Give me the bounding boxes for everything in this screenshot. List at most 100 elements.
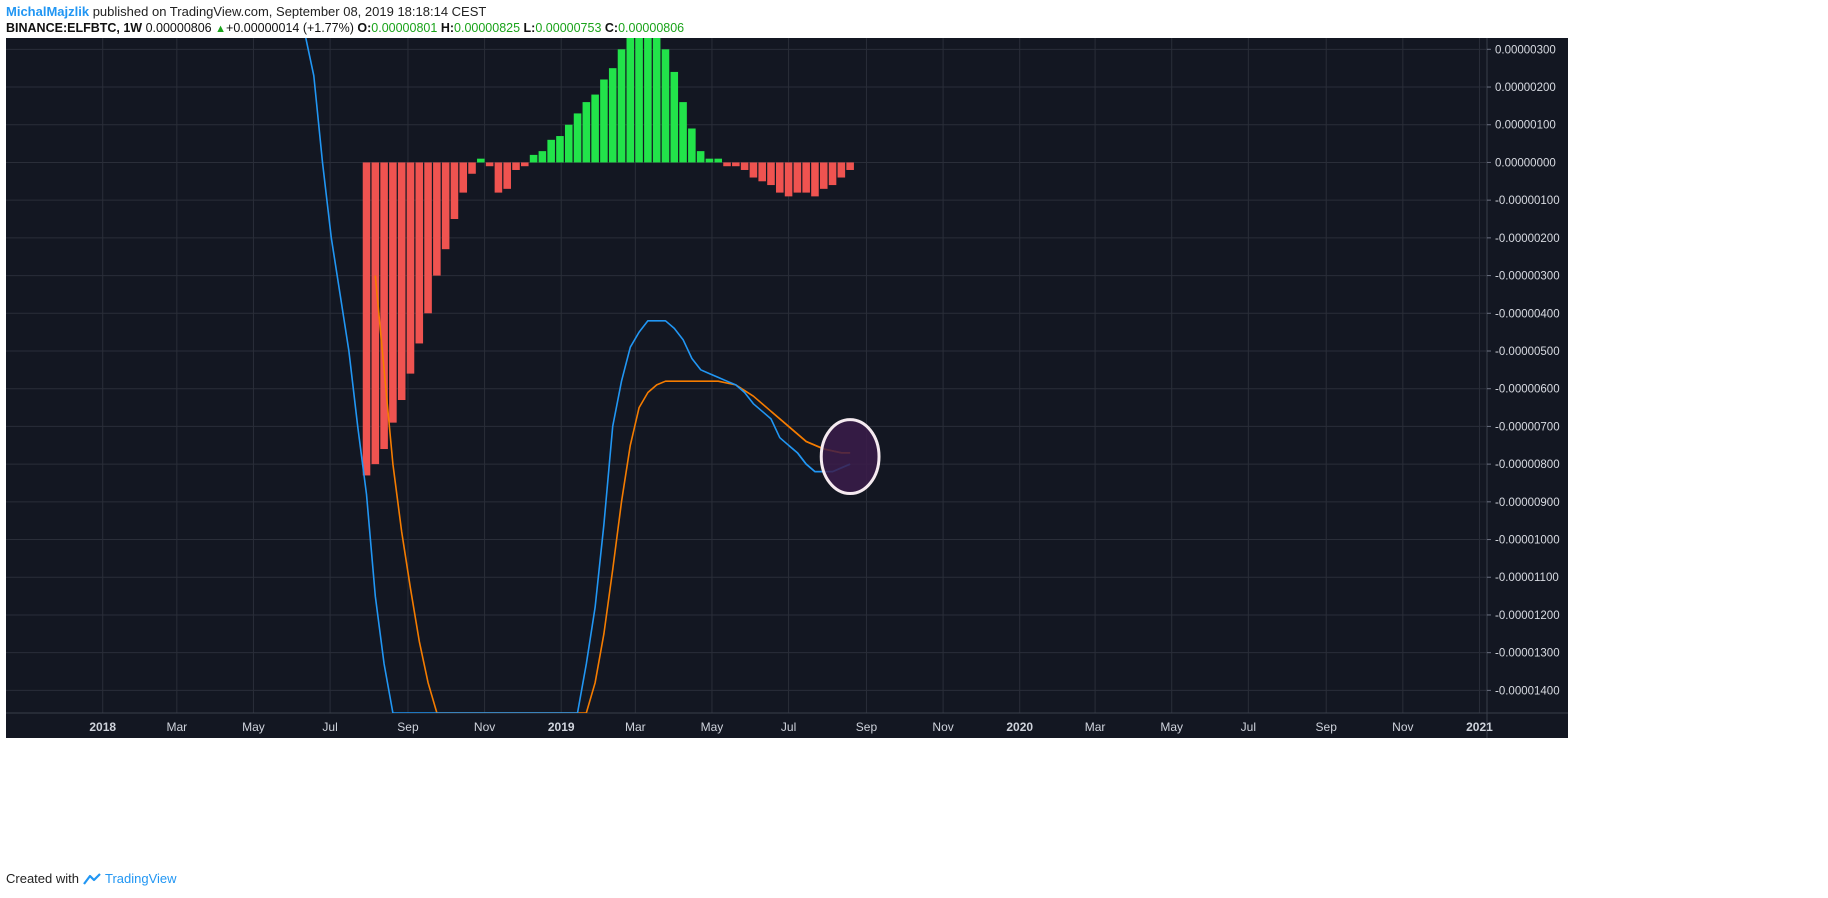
histogram-bar bbox=[758, 162, 766, 182]
symbol-legend: BINANCE:ELFBTC, 1W 0.00000806 ▲+0.000000… bbox=[6, 21, 684, 35]
price-axis-labels: 0.00000300 0.00000200 0.00000100 0.00000000… bbox=[1487, 44, 1560, 697]
histogram-bar bbox=[600, 79, 608, 163]
histogram-bar bbox=[652, 38, 661, 163]
price-axis-background[interactable] bbox=[1487, 38, 1568, 713]
last-price: 0.00000806 bbox=[145, 21, 212, 35]
price-axis-label: 0.00000200 bbox=[1495, 82, 1556, 94]
grid-lines bbox=[6, 38, 1568, 738]
highlight-annotation bbox=[819, 418, 881, 496]
close-label: C: bbox=[604, 21, 619, 35]
published-text: published on TradingView.com, September … bbox=[92, 4, 487, 19]
histogram-bar bbox=[749, 162, 758, 178]
price-axis-label: -0.00001300 bbox=[1495, 648, 1560, 660]
open-label: O: bbox=[357, 21, 372, 35]
high-value: 0.00000825 bbox=[454, 21, 521, 35]
histogram-bar bbox=[441, 162, 450, 250]
low-label: L: bbox=[523, 21, 536, 35]
highlight-ellipse bbox=[819, 418, 881, 496]
time-axis-label: Sep bbox=[397, 720, 419, 734]
footer: Created with TradingView bbox=[6, 871, 177, 886]
histogram-bar bbox=[626, 38, 635, 163]
time-axis-label: May bbox=[701, 720, 724, 734]
author-link[interactable]: MichalMajzlik bbox=[6, 4, 90, 19]
histogram-bar bbox=[828, 162, 837, 186]
time-axis-label: 2021 bbox=[1466, 720, 1493, 734]
symbol-name: BINANCE:ELFBTC, 1W bbox=[6, 21, 143, 35]
time-axis-background[interactable] bbox=[6, 713, 1568, 738]
time-axis-label: 2020 bbox=[1006, 720, 1033, 734]
publish-info: MichalMajzlik published on TradingView.c… bbox=[6, 4, 486, 19]
histogram-bar bbox=[802, 162, 810, 193]
close-value: 0.00000806 bbox=[618, 21, 685, 35]
time-axis-label: Nov bbox=[932, 720, 953, 734]
tradingview-brand: TradingView bbox=[104, 871, 177, 886]
histogram-bar bbox=[564, 124, 573, 163]
histogram-bar bbox=[380, 162, 388, 450]
time-axis-label: Mar bbox=[1085, 720, 1106, 734]
histogram-bar bbox=[397, 162, 406, 401]
histogram-bar bbox=[696, 151, 705, 163]
histogram-bar bbox=[556, 136, 564, 163]
histogram-bar bbox=[582, 102, 591, 163]
histogram-bar bbox=[485, 162, 494, 167]
histogram-bar bbox=[433, 162, 441, 276]
histogram-bar bbox=[415, 162, 424, 344]
histogram-bar bbox=[512, 162, 520, 170]
time-axis-label: 2019 bbox=[548, 720, 575, 734]
created-with-text: Created with bbox=[6, 871, 79, 886]
histogram-bars bbox=[362, 38, 854, 476]
tradingview-link[interactable]: TradingView bbox=[83, 871, 177, 886]
price-axis-label: 0.00000300 bbox=[1495, 44, 1556, 56]
histogram-bar bbox=[714, 158, 723, 163]
histogram-bar bbox=[529, 154, 538, 163]
price-axis-label: -0.00000500 bbox=[1495, 346, 1560, 358]
histogram-bar bbox=[635, 38, 643, 163]
histogram-bar bbox=[591, 94, 599, 163]
histogram-bar bbox=[776, 162, 784, 193]
time-axis-label: Sep bbox=[856, 720, 878, 734]
price-axis-label: 0.00000000 bbox=[1495, 157, 1556, 169]
time-axis-label: Sep bbox=[1316, 720, 1338, 734]
time-axis-label: May bbox=[1160, 720, 1183, 734]
time-axis-label: Nov bbox=[1392, 720, 1413, 734]
histogram-bar bbox=[740, 162, 749, 170]
histogram-bar bbox=[705, 158, 714, 163]
histogram-bar bbox=[679, 102, 687, 163]
open-value: 0.00000801 bbox=[371, 21, 438, 35]
histogram-bar bbox=[362, 162, 371, 476]
histogram-bar bbox=[477, 158, 485, 163]
price-change: +0.00000014 (+1.77%) bbox=[226, 21, 354, 35]
high-label: H: bbox=[440, 21, 455, 35]
price-axis-label: -0.00001000 bbox=[1495, 535, 1560, 547]
price-axis-label: -0.00000300 bbox=[1495, 271, 1560, 283]
histogram-bar bbox=[503, 162, 511, 189]
histogram-bar bbox=[732, 162, 740, 167]
histogram-bar bbox=[538, 151, 547, 163]
histogram-bar bbox=[793, 162, 802, 193]
time-axis-label: Mar bbox=[167, 720, 188, 734]
time-axis-label: Mar bbox=[625, 720, 646, 734]
histogram-bar bbox=[459, 162, 468, 193]
price-axis-label: -0.00000700 bbox=[1495, 421, 1560, 433]
histogram-bar bbox=[837, 162, 846, 178]
histogram-bar bbox=[406, 162, 415, 374]
tradingview-logo-icon bbox=[83, 872, 101, 885]
time-axis-label: Jul bbox=[781, 720, 796, 734]
histogram-bar bbox=[644, 38, 652, 163]
histogram-bar bbox=[547, 139, 555, 163]
histogram-bar bbox=[424, 162, 432, 314]
histogram-bar bbox=[389, 162, 397, 423]
price-axis-label: -0.00001200 bbox=[1495, 610, 1560, 622]
histogram-bar bbox=[767, 162, 775, 186]
price-axis-label: -0.00000600 bbox=[1495, 384, 1560, 396]
histogram-bar bbox=[608, 68, 617, 163]
histogram-bar bbox=[846, 162, 854, 170]
histogram-bar bbox=[371, 162, 380, 465]
histogram-bar bbox=[573, 113, 582, 163]
price-axis-label: 0.00000100 bbox=[1495, 120, 1556, 132]
price-axis-label: -0.00001100 bbox=[1495, 572, 1559, 584]
histogram-bar bbox=[450, 162, 459, 220]
price-axis-label: -0.00000800 bbox=[1495, 459, 1560, 471]
histogram-bar bbox=[723, 162, 731, 167]
